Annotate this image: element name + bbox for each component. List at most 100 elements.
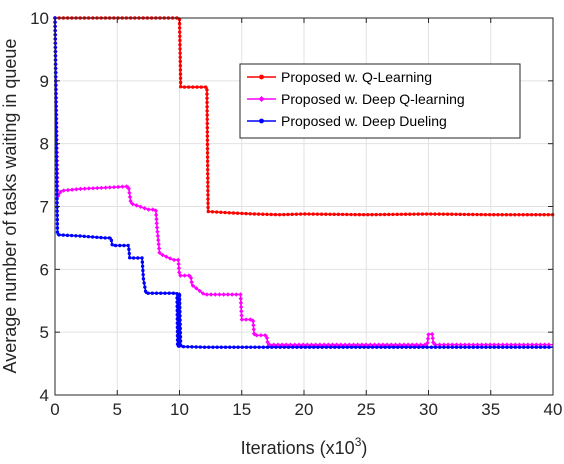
series-marker	[295, 345, 299, 349]
series-marker	[467, 345, 471, 349]
series-marker	[156, 246, 162, 251]
series-marker	[450, 345, 455, 349]
series-marker	[178, 42, 182, 47]
series-marker	[438, 345, 442, 349]
series-marker	[513, 342, 518, 347]
series-marker	[316, 345, 320, 349]
series-marker	[178, 309, 182, 314]
legend-label: Proposed w. Deep Q-learning	[281, 91, 465, 107]
series-marker	[307, 212, 311, 216]
series-marker	[221, 292, 226, 297]
series-marker	[534, 342, 539, 347]
series-marker	[111, 184, 117, 190]
series-marker	[55, 209, 59, 213]
series-marker	[459, 345, 463, 349]
series-marker	[250, 318, 256, 324]
series-marker	[124, 184, 129, 189]
series-marker	[462, 212, 467, 217]
series-marker	[225, 292, 231, 297]
series-marker	[445, 212, 450, 216]
series-marker	[458, 212, 462, 217]
series-marker	[141, 268, 145, 273]
series-marker	[186, 273, 192, 278]
series-marker	[264, 335, 270, 341]
series-marker	[442, 345, 446, 349]
series-marker	[205, 146, 210, 151]
series-marker	[337, 345, 341, 349]
series-marker	[150, 291, 155, 295]
series-marker	[529, 213, 534, 217]
series-marker	[55, 192, 59, 197]
series-marker	[239, 317, 245, 322]
series-marker	[454, 345, 459, 349]
series-marker	[429, 345, 434, 349]
series-marker	[146, 291, 150, 295]
series-marker	[412, 345, 417, 349]
series-marker	[205, 104, 209, 109]
series-marker	[244, 211, 248, 216]
series-marker	[496, 213, 500, 217]
series-marker	[206, 205, 210, 210]
x-tick-label: 0	[50, 400, 59, 419]
y-tick-label: 5	[40, 323, 49, 342]
series-marker	[475, 342, 480, 347]
series-marker	[110, 242, 114, 247]
series-marker	[466, 212, 471, 217]
series-marker	[205, 100, 209, 105]
series-marker	[500, 342, 505, 347]
series-marker	[204, 292, 210, 297]
series-marker	[153, 208, 159, 213]
series-marker	[391, 212, 395, 217]
series-marker	[243, 317, 249, 322]
series-marker	[426, 332, 431, 337]
series-marker	[206, 197, 210, 201]
series-marker	[176, 266, 182, 271]
series-marker	[488, 345, 492, 349]
series-marker	[430, 331, 435, 337]
series-marker	[256, 212, 261, 216]
series-marker	[463, 345, 467, 349]
series-marker	[55, 175, 59, 180]
series-marker	[366, 212, 370, 217]
series-marker	[205, 134, 210, 138]
series-marker	[61, 188, 66, 193]
series-marker	[312, 345, 316, 349]
series-marker	[252, 212, 257, 216]
series-marker	[375, 345, 379, 349]
series-marker	[61, 233, 65, 237]
series-marker	[205, 96, 209, 100]
series-marker	[475, 345, 480, 349]
series-marker	[82, 186, 87, 191]
series-marker	[282, 345, 287, 349]
series-marker	[178, 318, 182, 322]
series-marker	[171, 291, 176, 295]
series-marker	[471, 212, 475, 217]
series-marker	[95, 235, 99, 239]
series-marker	[86, 234, 91, 239]
series-marker	[176, 257, 181, 263]
series-marker	[126, 186, 132, 191]
series-marker	[261, 212, 265, 216]
series-marker	[141, 272, 145, 277]
series-marker	[178, 335, 183, 339]
series-marker	[200, 291, 206, 296]
series-marker	[53, 62, 58, 66]
legend-entry: Proposed w. Q-Learning	[247, 69, 432, 85]
series-marker	[534, 213, 538, 217]
series-marker	[542, 213, 546, 217]
series-marker	[154, 221, 159, 226]
series-marker	[525, 342, 531, 347]
series-marker	[213, 292, 218, 297]
series-marker	[189, 279, 194, 285]
series-marker	[387, 345, 392, 349]
series-marker	[178, 51, 182, 55]
series-marker	[143, 285, 147, 289]
series-marker	[54, 150, 59, 155]
series-marker	[178, 322, 182, 326]
series-marker	[54, 146, 59, 150]
series-marker	[273, 212, 278, 217]
series-marker	[471, 342, 476, 347]
series-marker	[251, 327, 256, 332]
